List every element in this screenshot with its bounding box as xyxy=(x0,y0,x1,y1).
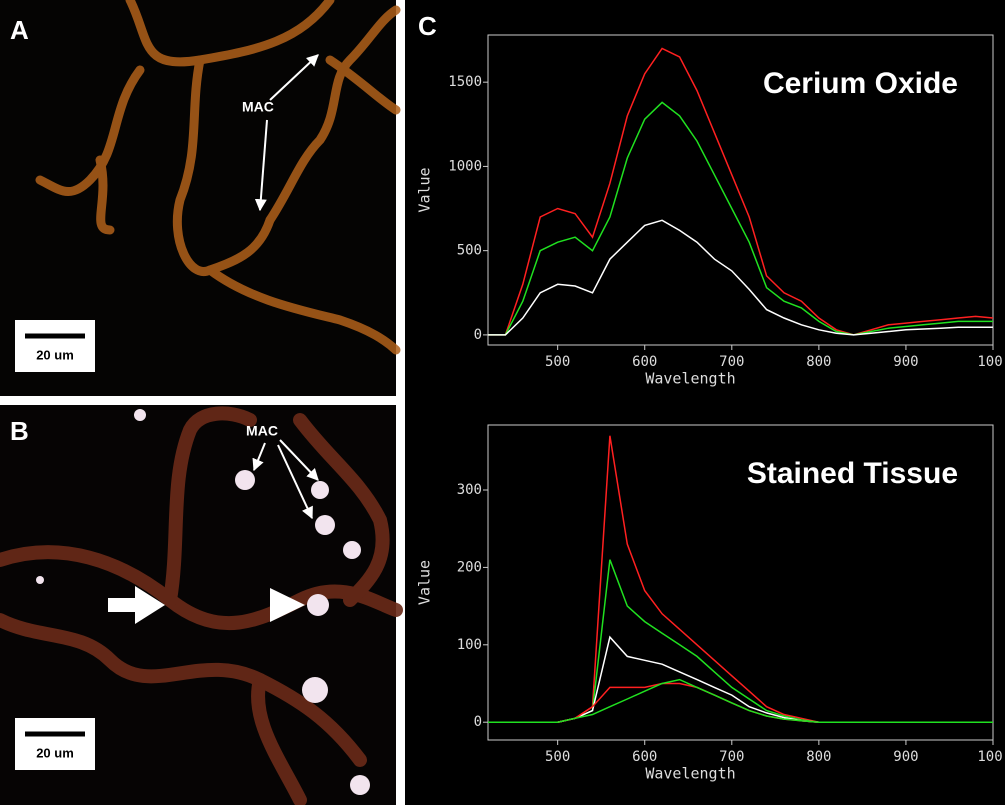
scale-label: 20 um xyxy=(36,347,74,362)
x-tick-label: 500 xyxy=(545,354,570,370)
x-tick-label: 100 xyxy=(977,749,1002,765)
series-line xyxy=(488,678,993,723)
series-line xyxy=(488,219,993,336)
panel-label: C xyxy=(418,11,437,41)
plot-frame xyxy=(487,424,994,741)
panel-c xyxy=(405,0,1005,805)
arrow xyxy=(279,439,319,481)
x-tick-label: 100 xyxy=(977,354,1002,370)
x-tick-label: 500 xyxy=(545,749,570,765)
y-tick-label: 1500 xyxy=(448,74,482,90)
scale-label: 20 um xyxy=(36,745,74,760)
y-axis-label: Value xyxy=(416,560,434,605)
panel-b: B MAC 20 um xyxy=(0,405,403,807)
x-tick-label: 800 xyxy=(806,354,831,370)
arrow xyxy=(277,444,313,520)
y-tick-label: 1000 xyxy=(448,158,482,174)
arrowhead-marker xyxy=(270,588,305,622)
y-tick-label: 500 xyxy=(457,243,482,259)
chart-title: Cerium Oxide xyxy=(763,67,958,100)
annotation: MAC xyxy=(242,99,274,115)
annotation: MAC xyxy=(246,423,278,439)
x-axis-label: Wavelength xyxy=(645,370,735,388)
y-tick-label: 0 xyxy=(474,327,482,343)
series-line xyxy=(488,47,994,336)
y-tick-label: 100 xyxy=(457,637,482,653)
scale-box xyxy=(15,718,95,770)
scale-box xyxy=(15,320,95,372)
x-tick-label: 700 xyxy=(719,749,744,765)
x-tick-label: 600 xyxy=(632,749,657,765)
arrow xyxy=(254,119,268,212)
y-axis-label: Value xyxy=(416,167,434,212)
chart-title: Stained Tissue xyxy=(747,457,958,490)
arrow xyxy=(269,54,319,101)
y-tick-label: 200 xyxy=(457,559,482,575)
panel-label: B xyxy=(10,416,29,446)
x-tick-label: 600 xyxy=(632,354,657,370)
tissue xyxy=(0,406,403,807)
panel-a: A MAC 20 um xyxy=(0,0,401,396)
x-tick-label: 700 xyxy=(719,354,744,370)
arrow-marker xyxy=(108,586,165,624)
y-tick-label: 0 xyxy=(474,714,482,730)
series-line xyxy=(488,101,993,336)
x-axis-label: Wavelength xyxy=(645,765,735,783)
arrow xyxy=(252,442,266,472)
plot-frame xyxy=(487,34,994,346)
tissue xyxy=(35,0,401,355)
x-tick-label: 800 xyxy=(806,749,831,765)
x-tick-label: 900 xyxy=(893,354,918,370)
x-tick-label: 900 xyxy=(893,749,918,765)
panel-label: A xyxy=(10,15,29,45)
macrophages xyxy=(36,409,370,795)
y-tick-label: 300 xyxy=(457,482,482,498)
